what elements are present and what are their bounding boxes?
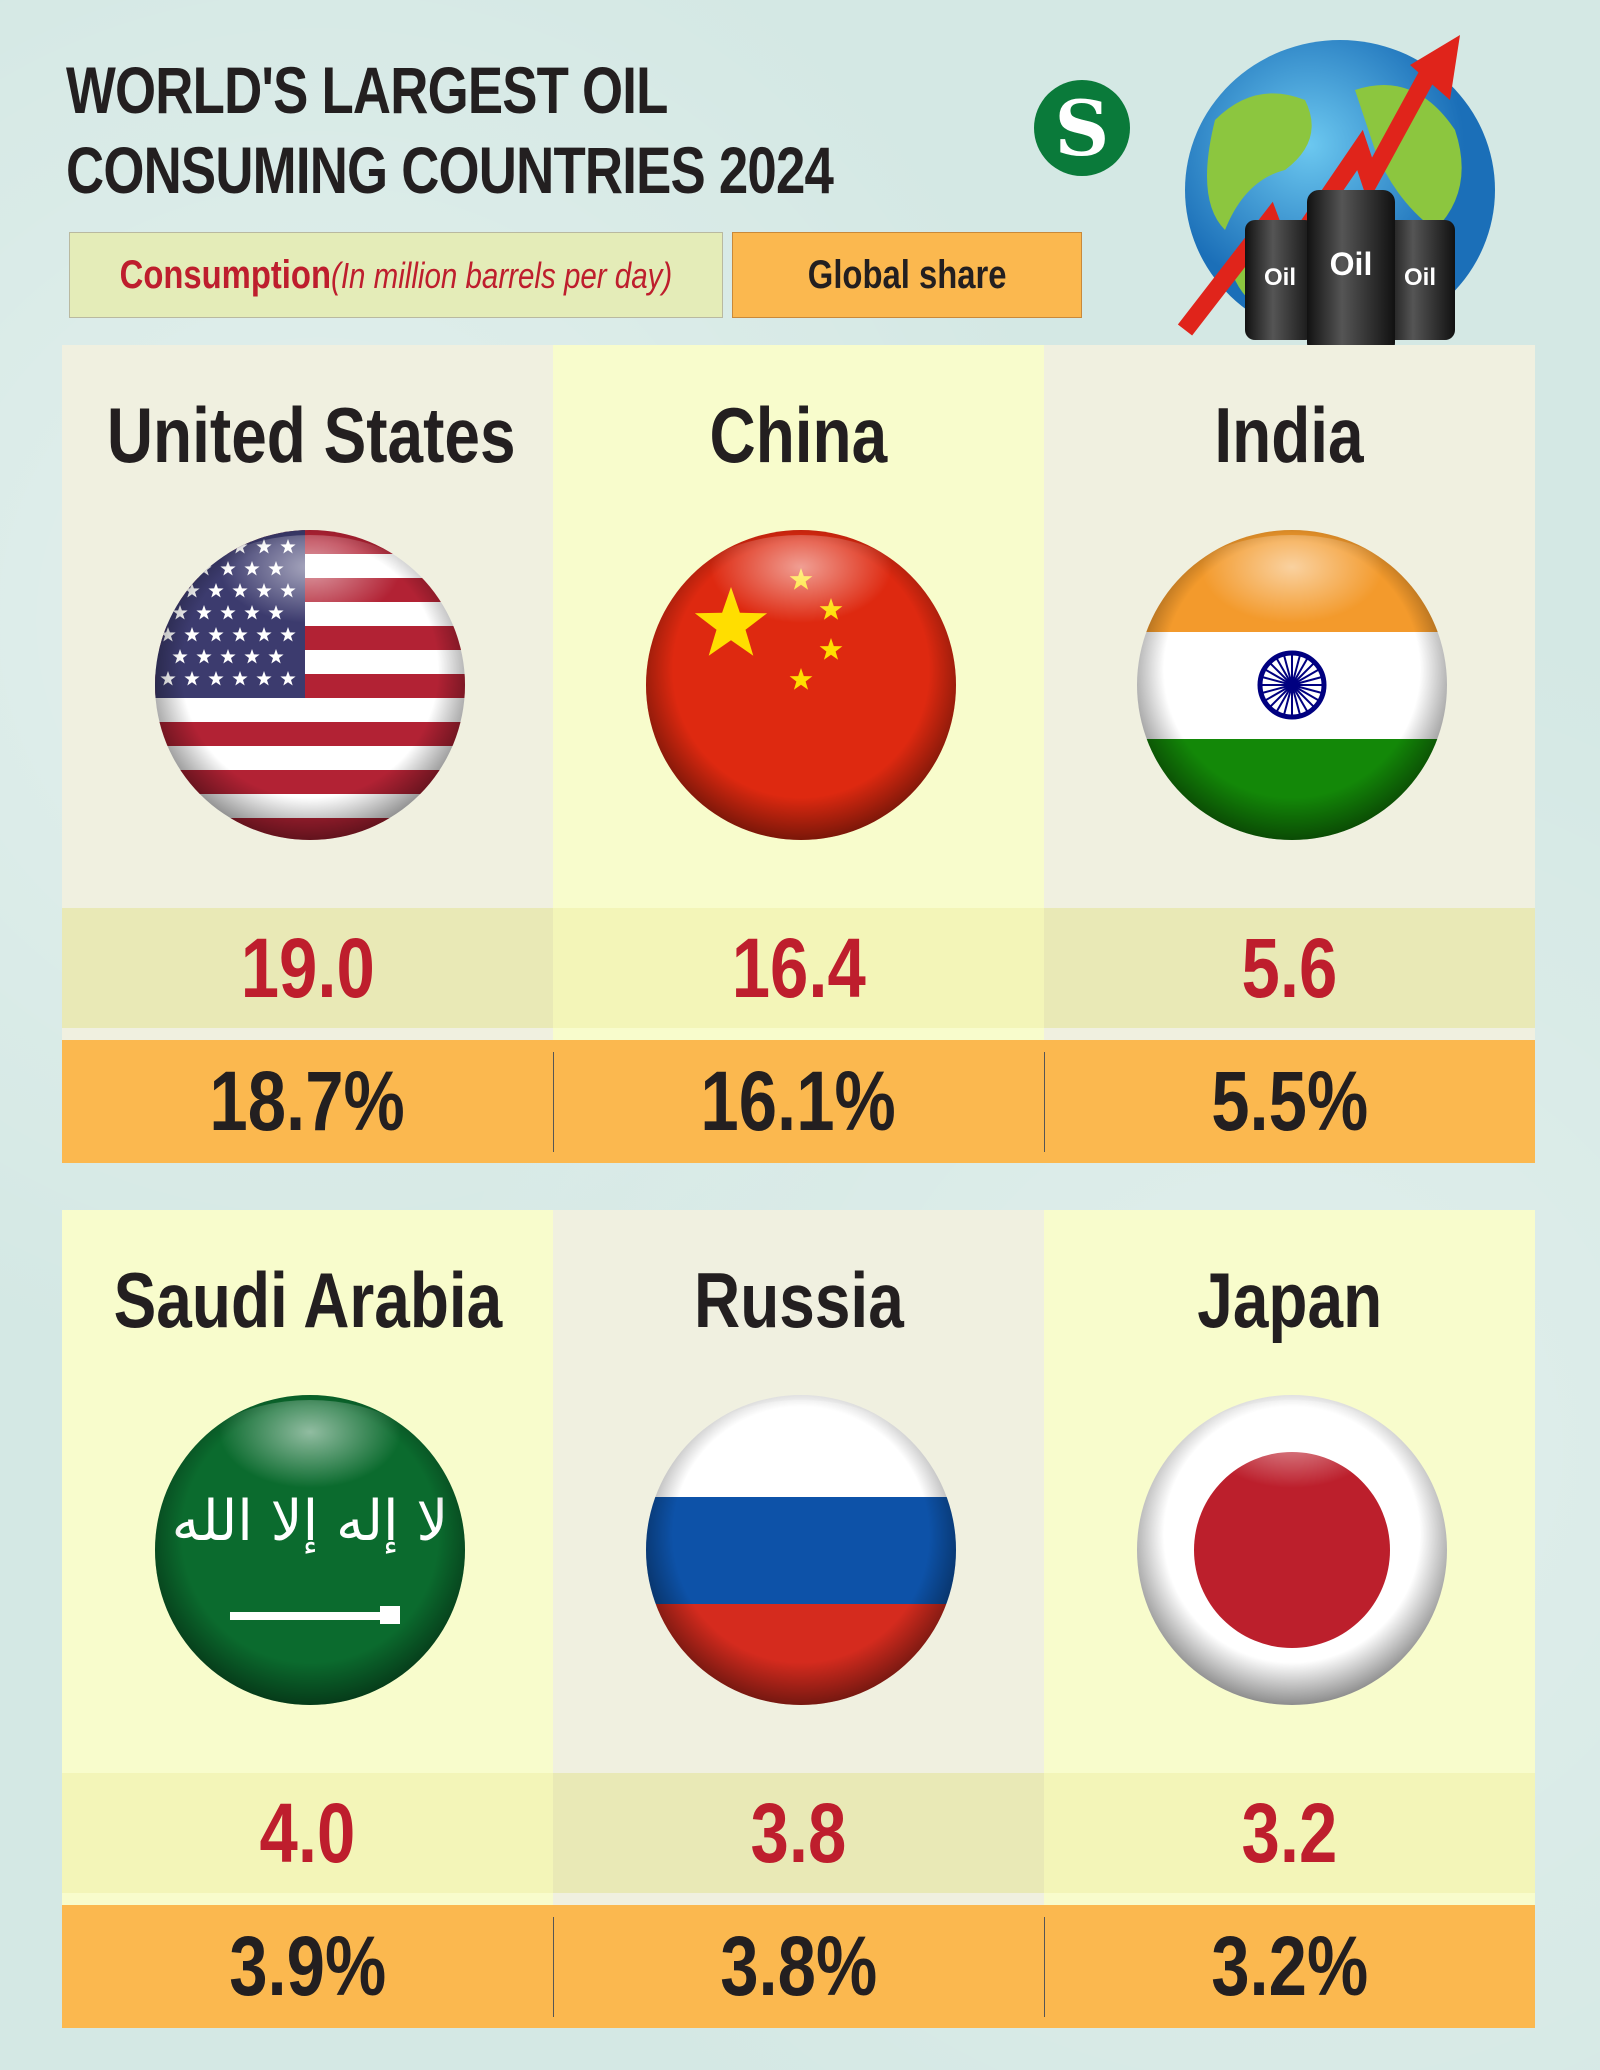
- consumption-value: 19.0: [240, 920, 375, 1015]
- svg-text:Oil: Oil: [1404, 264, 1436, 291]
- title-line-2: CONSUMING COUNTRIES 2024: [66, 133, 834, 207]
- legend-share-label: Global share: [807, 252, 1007, 297]
- china-flag-icon: [646, 530, 956, 840]
- page-title: WORLD'S LARGEST OIL CONSUMING COUNTRIES …: [66, 50, 834, 210]
- divider: [1044, 1917, 1045, 2017]
- country-card: China 16.4 16.1%: [553, 345, 1044, 1163]
- consumption-value: 4.0: [259, 1785, 356, 1880]
- country-card: Russia 3.8 3.8%: [553, 1210, 1044, 2028]
- country-name: India: [1214, 391, 1365, 479]
- country-card: United States 19.0 18.7%: [62, 345, 553, 1163]
- global-share-value: 3.2%: [1210, 1919, 1369, 2013]
- oil-barrel: Oil: [1385, 220, 1455, 340]
- japan-flag-icon: [1137, 1395, 1447, 1705]
- divider: [553, 1052, 554, 1152]
- consumption-value: 3.2: [1241, 1785, 1338, 1880]
- global-share-value: 3.8%: [719, 1919, 878, 2013]
- legend-consumption: Consumption(In million barrels per day): [69, 232, 723, 318]
- country-name: Japan: [1197, 1256, 1382, 1344]
- consumption-value: 3.8: [750, 1785, 847, 1880]
- consumption-value: 16.4: [731, 920, 866, 1015]
- global-share-value: 18.7%: [209, 1054, 406, 1148]
- country-card: Japan 3.2 3.2%: [1044, 1210, 1535, 2028]
- global-share-value: 5.5%: [1210, 1054, 1369, 1148]
- global-share-value: 16.1%: [700, 1054, 897, 1148]
- country-name: Saudi Arabia: [113, 1256, 502, 1344]
- consumption-value: 5.6: [1241, 920, 1338, 1015]
- russia-flag-icon: [646, 1395, 956, 1705]
- svg-text:Oil: Oil: [1330, 246, 1373, 282]
- country-card: Saudi Arabia لا إله إلا الله 4.0 3.9%: [62, 1210, 553, 2028]
- svg-text:Oil: Oil: [1264, 264, 1296, 291]
- divider: [553, 1917, 554, 2017]
- country-grid: Saudi Arabia لا إله إلا الله 4.0 3.9% Ru…: [62, 1210, 1535, 2028]
- logo-letter: S: [1054, 83, 1110, 173]
- oil-barrel: Oil: [1307, 190, 1395, 355]
- us-flag-icon: [155, 530, 465, 840]
- title-line-1: WORLD'S LARGEST OIL: [66, 53, 668, 127]
- global-share-value: 3.9%: [228, 1919, 387, 2013]
- country-name: Russia: [693, 1256, 904, 1344]
- legend-global-share: Global share: [732, 232, 1082, 318]
- country-grid: United States 19.0 18.7% China 16.4 16.1…: [62, 345, 1535, 1163]
- country-card: India 5.6 5.5%: [1044, 345, 1535, 1163]
- brand-logo: S: [1034, 80, 1130, 176]
- oil-barrel: Oil: [1245, 220, 1315, 340]
- country-name: China: [709, 391, 888, 479]
- divider: [1044, 1052, 1045, 1152]
- india-flag-icon: [1137, 530, 1447, 840]
- saudi-flag-icon: لا إله إلا الله: [155, 1395, 465, 1705]
- legend-consumption-unit: (In million barrels per day): [331, 254, 673, 296]
- globe-oil-barrels-illustration: Oil Oil Oil: [1177, 35, 1495, 355]
- legend-consumption-label: Consumption: [119, 252, 332, 297]
- country-name: United States: [106, 391, 516, 479]
